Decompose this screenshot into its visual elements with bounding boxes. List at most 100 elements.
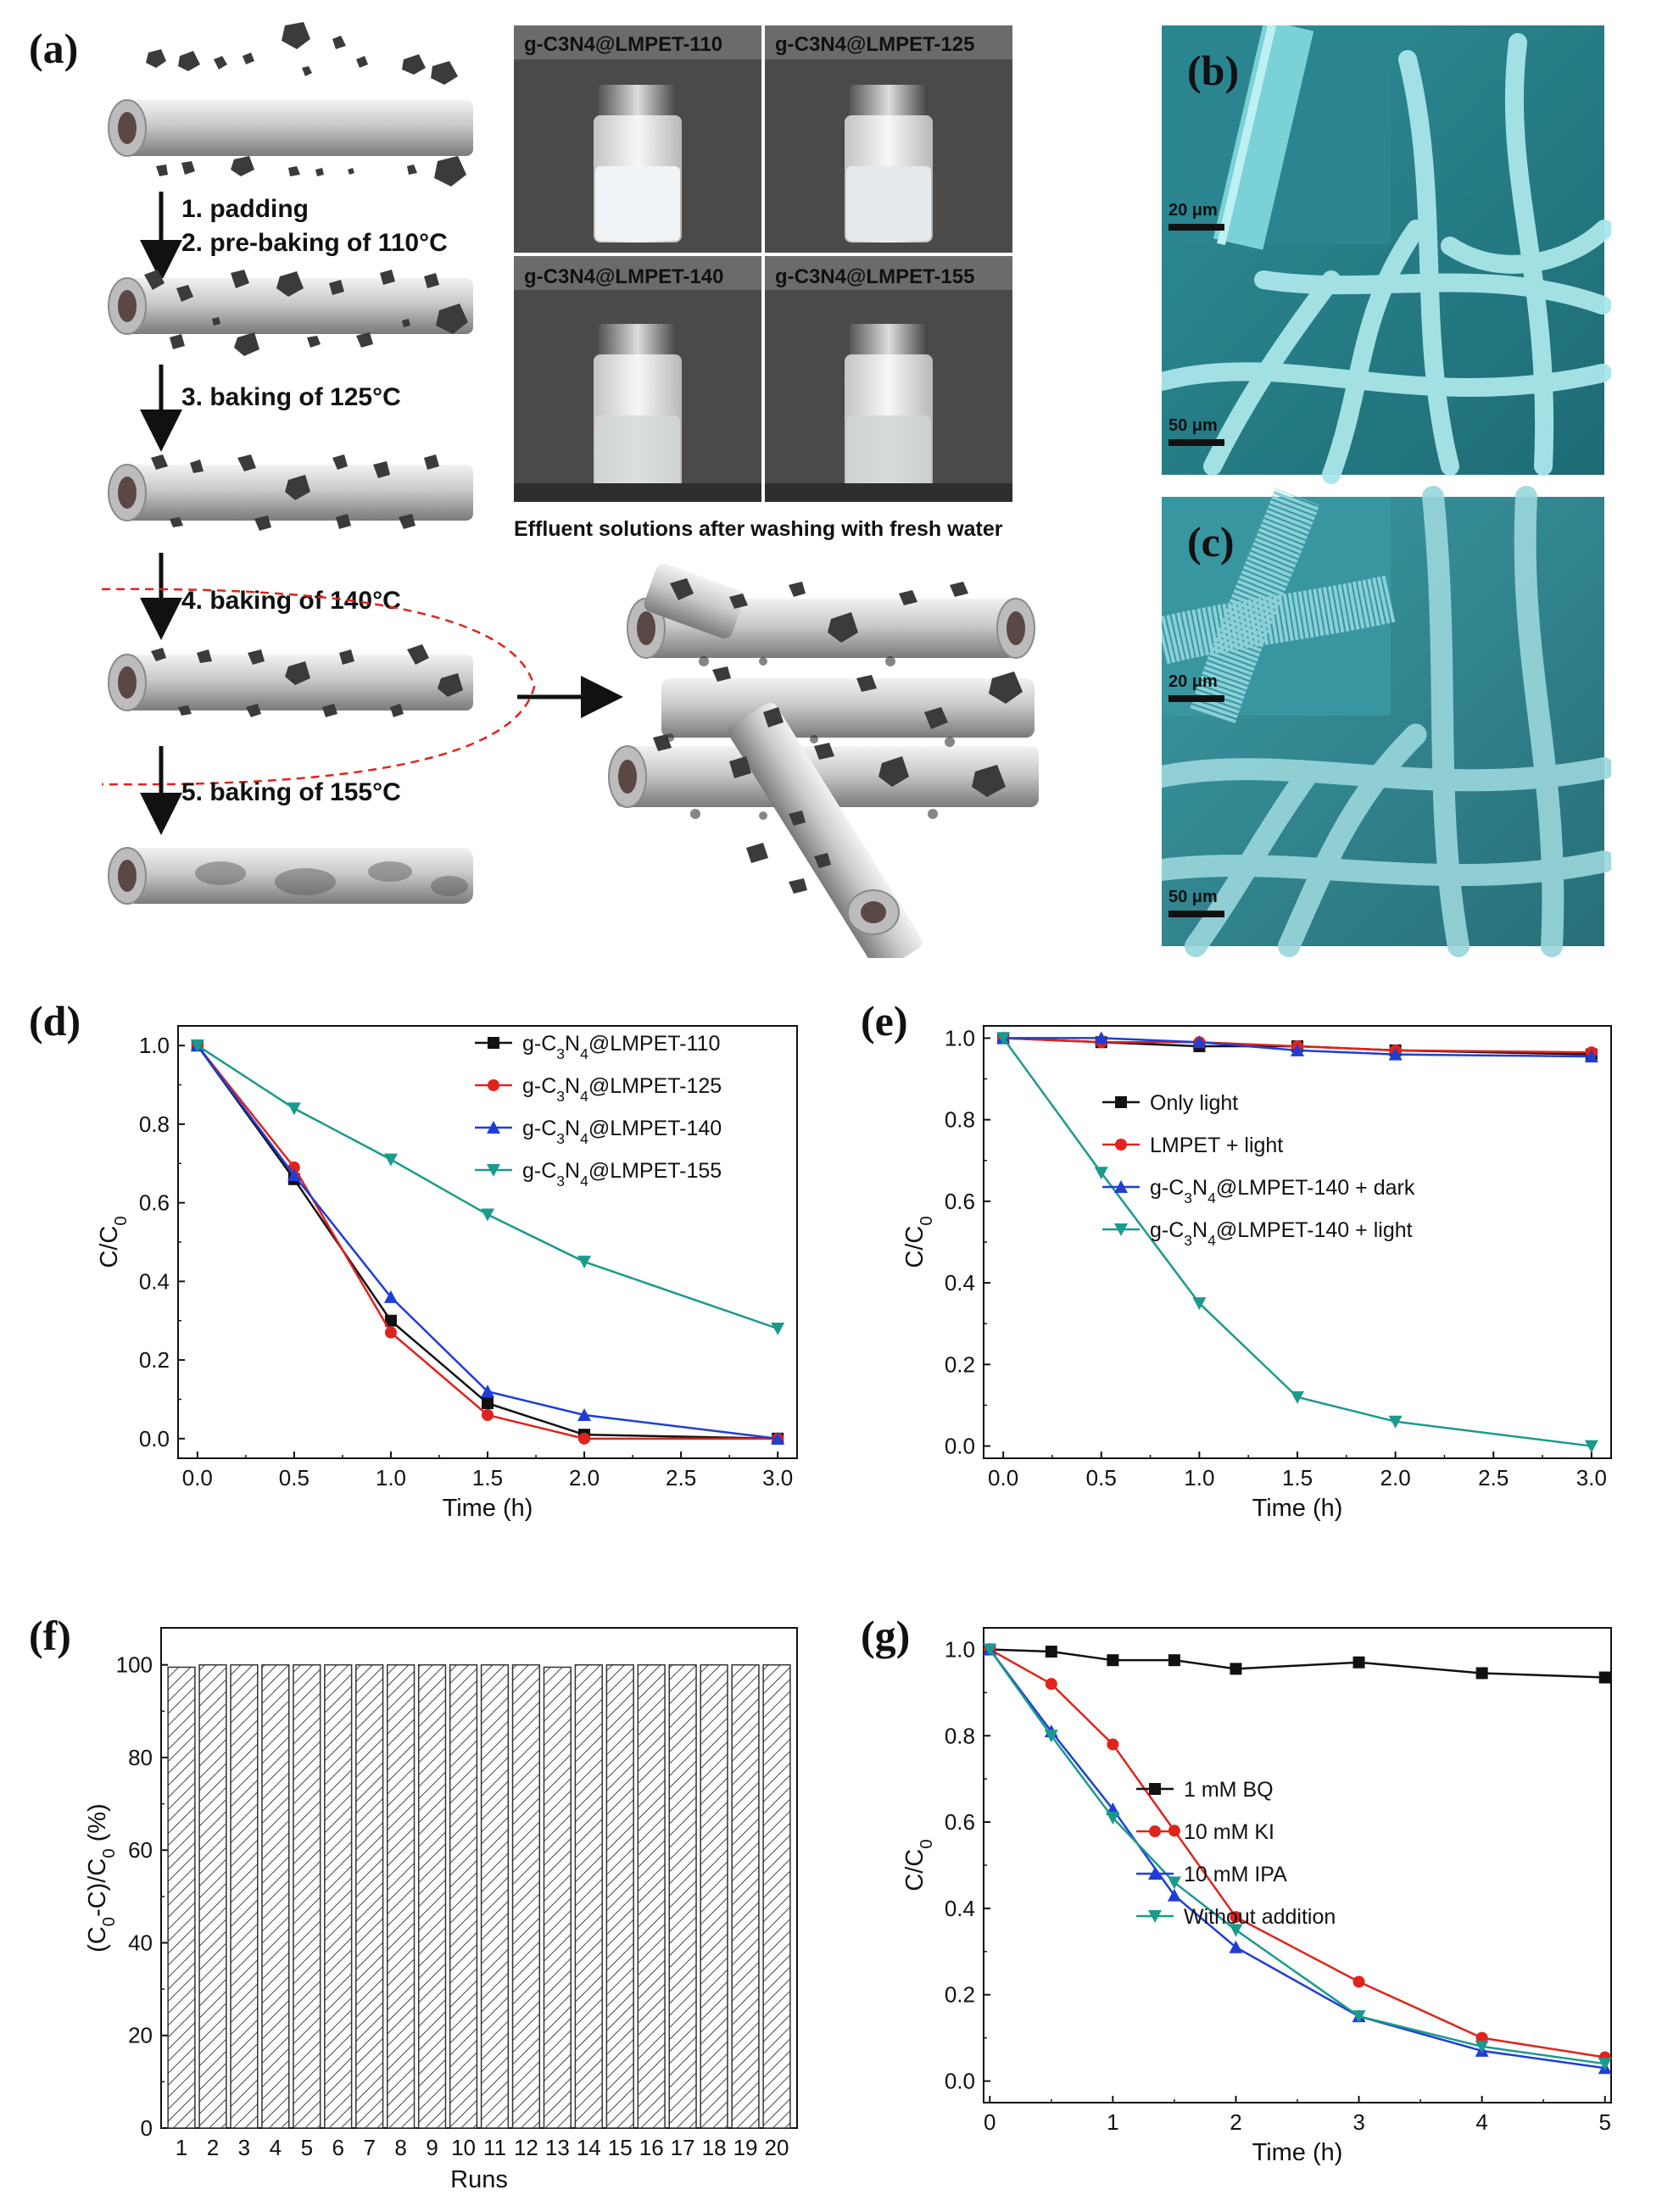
data-point: [1107, 1738, 1119, 1751]
bar: [543, 1666, 572, 2129]
legend-label: g-C3N4@LMPET-140: [522, 1117, 722, 1147]
y-tick-label: 0.6: [945, 1809, 975, 1835]
x-axis-title: Time (h): [443, 1495, 533, 1522]
scheme-step-5: 5. baking of 155°C: [181, 778, 401, 806]
bar: [731, 1663, 760, 2129]
data-point: [1352, 1975, 1365, 1988]
legend-marker: [487, 1121, 500, 1134]
y-tick-label: 0.0: [945, 1434, 975, 1459]
bar: [261, 1663, 290, 2129]
data-point: [384, 1326, 397, 1339]
chart-g: 0 1 2 3 4 5 0.0 0.2 0.4 0.6 0.8 1.0 Time (h) C/C0 1 mM…: [901, 1627, 1612, 2166]
scheme-step-1: 1. padding: [181, 195, 309, 223]
scheme-panel-a: 1. padding 2. pre-baking of 110°C 3. bak…: [101, 22, 1039, 958]
y-tick-label: 0.0: [139, 1426, 170, 1451]
series-line: [1003, 1037, 1592, 1058]
series-line: [196, 1045, 778, 1440]
bar: [668, 1663, 697, 2129]
bar: [637, 1663, 666, 2129]
data-point: [482, 1397, 494, 1410]
legend-marker: [488, 1079, 499, 1091]
x-axis-title: Time (h): [1252, 2139, 1343, 2166]
sem-image-c: (c) 20 μm 50 μm: [1162, 486, 1611, 957]
data-point: [1598, 2058, 1612, 2071]
photo-label-155: g-C3N4@LMPET-155: [775, 265, 974, 288]
bar: [480, 1663, 510, 2129]
y-tick-label: 100: [116, 1652, 153, 1678]
data-point: [1475, 1667, 1488, 1680]
data-point: [482, 1409, 494, 1421]
data-point: [1168, 1654, 1180, 1667]
data-point: [771, 1323, 785, 1335]
fiber-baked-140: [108, 644, 473, 717]
y-tick-label: 0.6: [945, 1189, 975, 1214]
bar: [230, 1663, 259, 2129]
photo-125: g-C3N4@LMPET-125: [765, 25, 1012, 253]
data-point: [1167, 1888, 1181, 1902]
legend-label: Without addition: [1184, 1905, 1336, 1929]
x-tick-label: 3: [1352, 2109, 1364, 2135]
bar: [198, 1663, 227, 2129]
sem-image-b: (b) 20 μm 50 μm: [1162, 25, 1611, 484]
data-point: [1044, 1730, 1058, 1743]
data-point: [383, 1290, 398, 1303]
data-point: [1167, 1876, 1181, 1890]
x-tick-label: 2.5: [666, 1465, 696, 1490]
sem-b-main-scale: 50 μm: [1168, 416, 1218, 435]
bar: [167, 1666, 196, 2129]
y-tick-label: 0.4: [139, 1268, 170, 1294]
data-point: [1094, 1031, 1108, 1045]
x-tick-label: 0.5: [1086, 1465, 1117, 1490]
x-tick-label: 2.0: [569, 1465, 600, 1490]
y-axis-title: C/C0: [96, 1216, 131, 1268]
data-point: [1192, 1035, 1207, 1049]
y-tick-label: 40: [128, 1930, 153, 1955]
panel-label-f: (f): [29, 1612, 71, 1659]
x-tick-label: 8: [394, 2135, 406, 2160]
data-point: [1094, 1167, 1108, 1180]
fiber-baked-125: [108, 454, 473, 531]
legend-marker: [1114, 1223, 1128, 1236]
x-tick-label: 1.0: [376, 1465, 406, 1490]
x-axis-title: Runs: [450, 2166, 508, 2193]
sem-c-main-scale: 50 μm: [1168, 888, 1218, 906]
photo-155: g-C3N4@LMPET-155: [765, 256, 1012, 502]
legend-label: g-C3N4@LMPET-110: [522, 1032, 720, 1062]
series-line: [1002, 1037, 1592, 1447]
y-axis-title: (C0-C)/C0 (%): [84, 1803, 119, 1953]
scheme-step-2: 2. pre-baking of 110°C: [181, 229, 448, 257]
sem-c-inset-scale: 20 μm: [1168, 672, 1218, 691]
data-point: [384, 1314, 397, 1327]
bar: [511, 1663, 541, 2129]
photo-110: g-C3N4@LMPET-110: [514, 25, 761, 253]
bar: [417, 1663, 447, 2129]
photo-label-125: g-C3N4@LMPET-125: [775, 33, 974, 56]
y-tick-label: 0.8: [139, 1112, 170, 1137]
data-point: [1475, 2040, 1489, 2053]
y-tick-label: 0.4: [945, 1270, 975, 1295]
data-point: [1291, 1390, 1304, 1404]
x-tick-label: 3: [238, 2135, 250, 2160]
y-axis-title: C/C0: [901, 1839, 936, 1891]
x-tick-label: 4: [1475, 2109, 1487, 2135]
data-point: [1045, 1646, 1057, 1658]
x-tick-label: 14: [577, 2135, 601, 2160]
data-point: [1388, 1047, 1403, 1061]
legend-marker: [1149, 1825, 1161, 1837]
legend-label: g-C3N4@LMPET-125: [522, 1074, 722, 1105]
x-tick-label: 0.0: [988, 1465, 1018, 1490]
series-line: [989, 1648, 1605, 2059]
x-tick-label: 10: [451, 2135, 476, 2160]
series-line: [196, 1045, 778, 1440]
x-tick-label: 5: [301, 2135, 313, 2160]
x-tick-label: 18: [702, 2135, 727, 2160]
chart-d: 0.0 0.5 1.0 1.5 2.0 2.5 3.0 0.0 0.2 0.4 0.6 0.8 1.0 T…: [96, 1025, 798, 1522]
data-point: [481, 1385, 494, 1398]
data-point: [1230, 1911, 1242, 1924]
y-tick-label: 1.0: [945, 1025, 975, 1050]
panel-label-c: (c): [1187, 518, 1235, 566]
fiber-network-illustration: [608, 563, 1039, 958]
x-tick-label: 1: [1107, 2109, 1118, 2135]
x-tick-label: 4: [270, 2135, 282, 2160]
